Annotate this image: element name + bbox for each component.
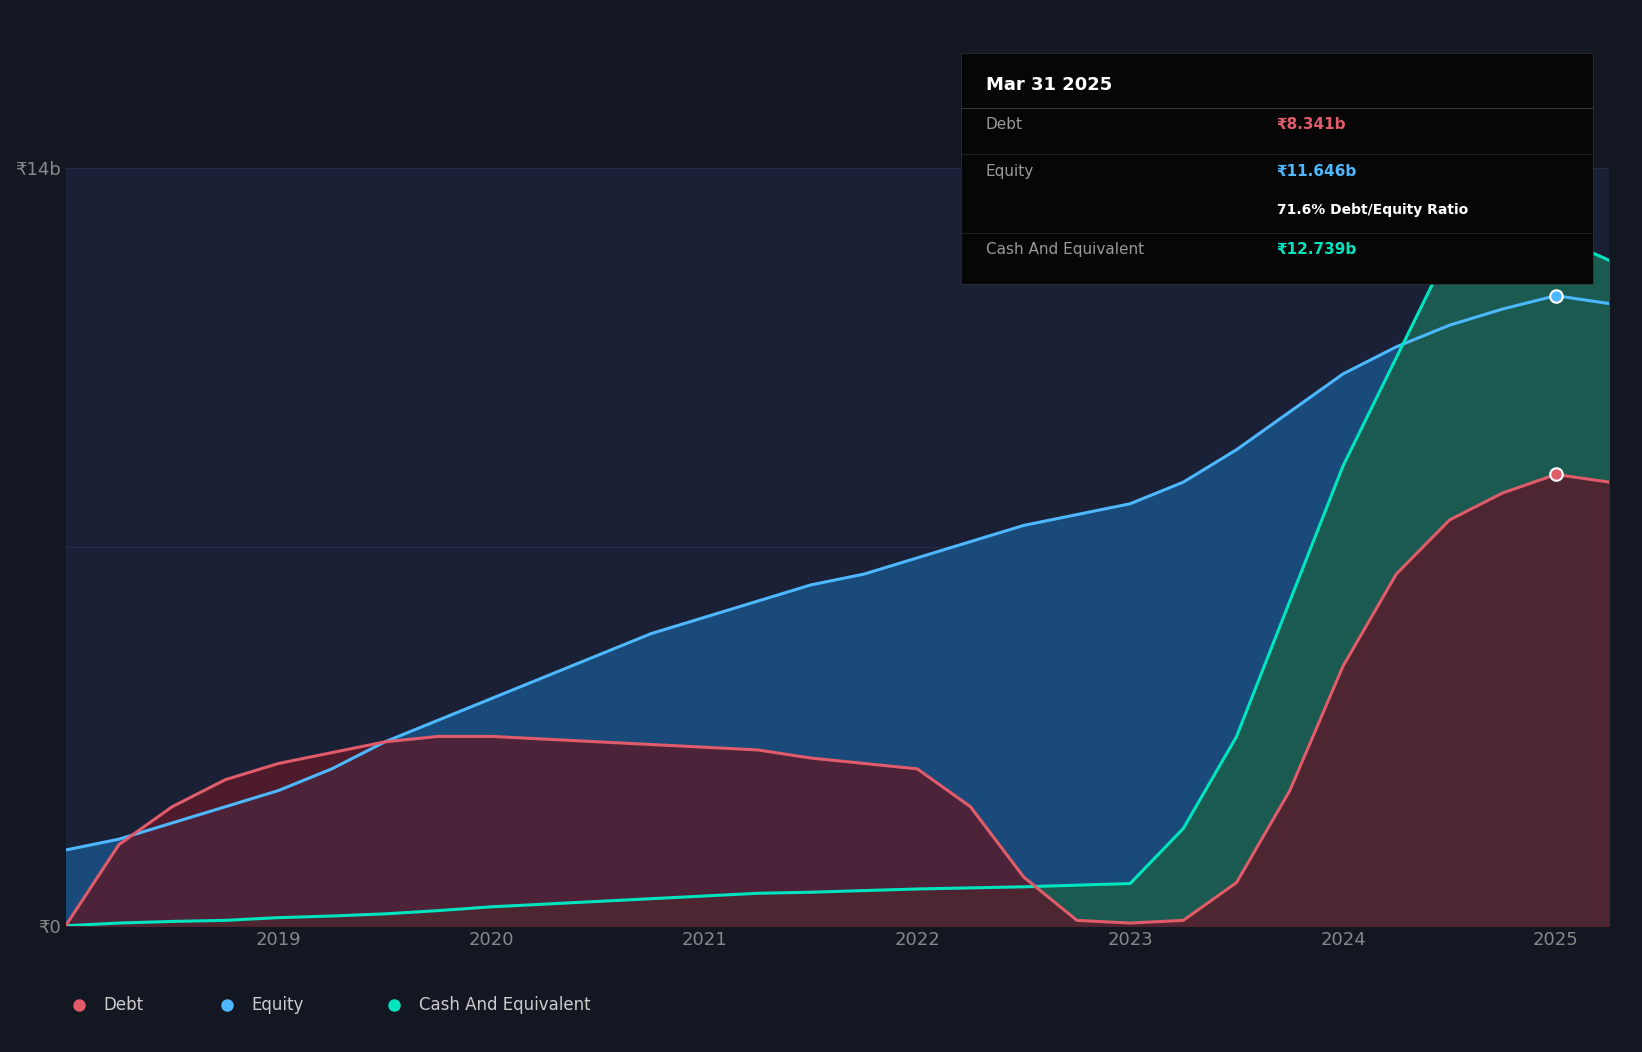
Text: Equity: Equity <box>251 995 304 1014</box>
Text: ₹8.341b: ₹8.341b <box>1277 118 1346 133</box>
Text: Cash And Equivalent: Cash And Equivalent <box>985 242 1144 258</box>
Text: Debt: Debt <box>103 995 143 1014</box>
Text: ₹12.739b: ₹12.739b <box>1277 242 1356 258</box>
Text: Debt: Debt <box>985 118 1023 133</box>
Text: Mar 31 2025: Mar 31 2025 <box>985 76 1112 94</box>
Text: ₹11.646b: ₹11.646b <box>1277 164 1356 179</box>
Text: Equity: Equity <box>985 164 1034 179</box>
Text: Cash And Equivalent: Cash And Equivalent <box>419 995 591 1014</box>
Text: 71.6% Debt/Equity Ratio: 71.6% Debt/Equity Ratio <box>1277 203 1468 217</box>
